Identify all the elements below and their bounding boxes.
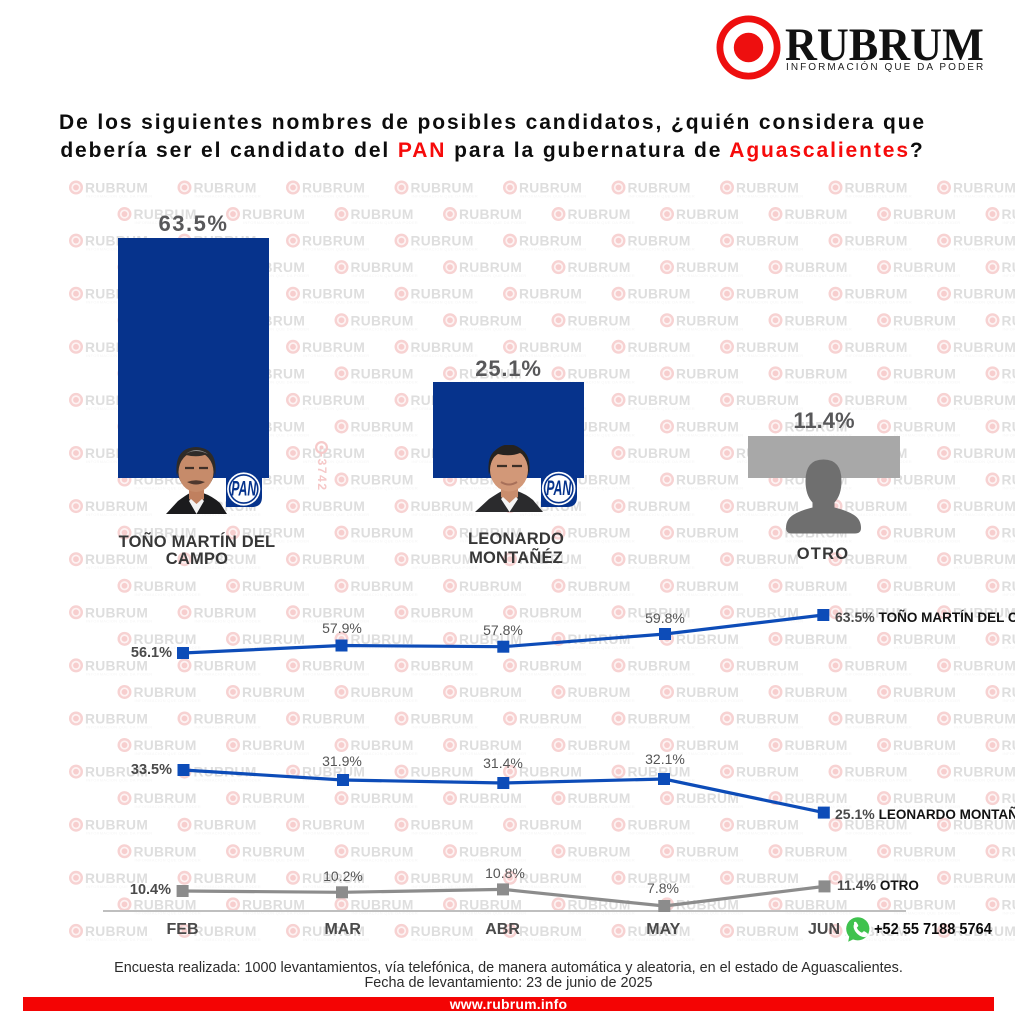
- svg-text:PAN: PAN: [231, 478, 256, 501]
- svg-text:PAN: PAN: [546, 477, 571, 500]
